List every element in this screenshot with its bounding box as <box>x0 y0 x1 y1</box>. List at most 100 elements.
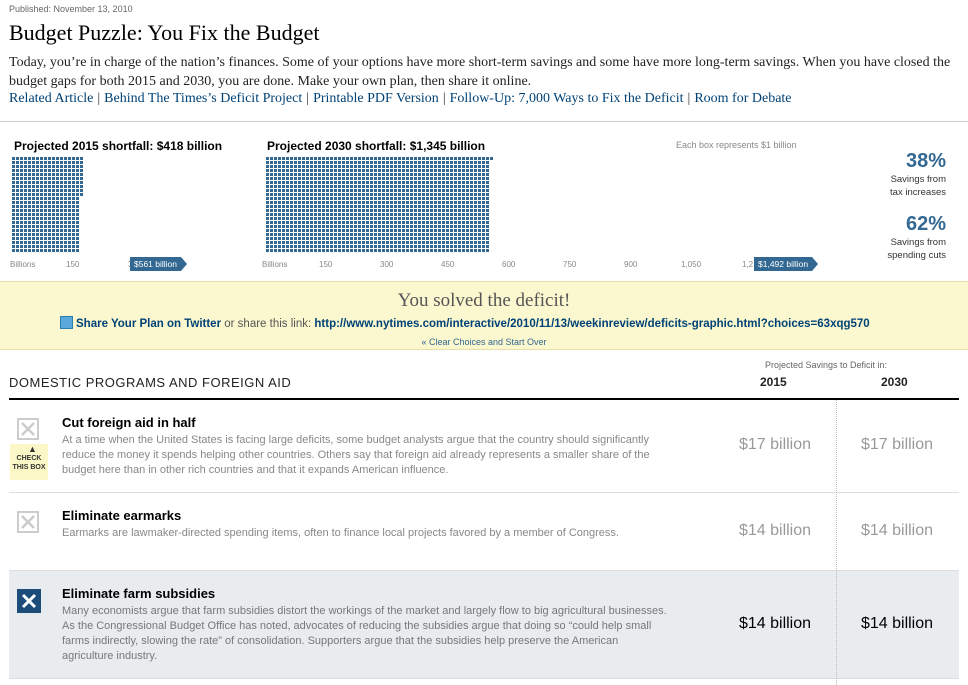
waffle-box <box>378 201 381 204</box>
waffle-box <box>474 161 477 164</box>
waffle-box <box>318 173 321 176</box>
waffle-box <box>362 217 365 220</box>
link-room-for-debate[interactable]: Room for Debate <box>694 91 792 106</box>
waffle-box <box>386 229 389 232</box>
waffle-box <box>474 165 477 168</box>
waffle-box <box>482 221 485 224</box>
waffle-box <box>24 213 27 216</box>
share-url-link[interactable]: http://www.nytimes.com/interactive/2010/… <box>314 318 870 330</box>
share-twitter-link[interactable]: Share Your Plan on Twitter <box>76 318 222 330</box>
link-related-article[interactable]: Related Article <box>9 91 94 106</box>
waffle-box <box>382 177 385 180</box>
waffle-box <box>76 225 79 228</box>
waffle-box <box>478 205 481 208</box>
waffle-box <box>454 249 457 252</box>
waffle-box <box>274 177 277 180</box>
waffle-box <box>76 237 79 240</box>
option-checkbox[interactable] <box>17 511 39 533</box>
waffle-box <box>64 193 67 196</box>
waffle-box <box>322 229 325 232</box>
waffle-box <box>374 233 377 236</box>
waffle-box <box>330 173 333 176</box>
waffle-box <box>446 165 449 168</box>
waffle-box <box>286 233 289 236</box>
waffle-box <box>434 213 437 216</box>
waffle-box <box>64 225 67 228</box>
waffle-box <box>12 213 15 216</box>
waffle-box <box>386 157 389 160</box>
waffle-box <box>426 221 429 224</box>
waffle-box <box>52 165 55 168</box>
waffle-box <box>290 205 293 208</box>
waffle-box <box>314 233 317 236</box>
option-row[interactable]: Eliminate earmarks Earmarks are lawmaker… <box>9 493 959 571</box>
waffle-box <box>80 177 83 180</box>
waffle-box <box>382 229 385 232</box>
waffle-box <box>270 165 273 168</box>
waffle-box <box>422 221 425 224</box>
waffle-box <box>12 217 15 220</box>
waffle-box <box>486 165 489 168</box>
waffle-box <box>446 185 449 188</box>
waffle-box <box>290 237 293 240</box>
waffle-box <box>286 169 289 172</box>
option-checkbox[interactable] <box>17 418 39 440</box>
option-row[interactable]: ▲ CHECK THIS BOX Cut foreign aid in half… <box>9 400 959 493</box>
waffle-box <box>12 237 15 240</box>
waffle-box <box>60 193 63 196</box>
waffle-box <box>350 177 353 180</box>
waffle-box <box>474 205 477 208</box>
waffle-box <box>290 229 293 232</box>
waffle-box <box>56 221 59 224</box>
solved-title: You solved the deficit! <box>397 290 571 311</box>
waffle-box <box>342 173 345 176</box>
waffle-box <box>470 225 473 228</box>
option-row-selected[interactable]: Eliminate farm subsidies Many economists… <box>9 571 959 679</box>
link-printable-pdf[interactable]: Printable PDF Version <box>313 91 439 106</box>
waffle-box <box>474 217 477 220</box>
waffle-box <box>358 217 361 220</box>
chart-2030-savings-marker: $1,492 billion <box>754 257 819 271</box>
waffle-box <box>426 217 429 220</box>
clear-choices-link[interactable]: « Clear Choices and Start Over <box>421 337 547 347</box>
waffle-box <box>278 161 281 164</box>
waffle-box <box>52 181 55 184</box>
waffle-box <box>64 185 67 188</box>
option-checkbox-checked[interactable] <box>17 589 41 613</box>
waffle-box <box>342 245 345 248</box>
waffle-box <box>48 237 51 240</box>
waffle-box <box>366 213 369 216</box>
waffle-box <box>306 157 309 160</box>
waffle-box <box>302 221 305 224</box>
waffle-box <box>290 193 293 196</box>
waffle-box <box>370 173 373 176</box>
waffle-box <box>434 165 437 168</box>
waffle-box <box>466 173 469 176</box>
link-behind-deficit-project[interactable]: Behind The Times’s Deficit Project <box>104 91 303 106</box>
waffle-box <box>28 185 31 188</box>
waffle-box <box>454 189 457 192</box>
waffle-box <box>274 189 277 192</box>
waffle-box <box>318 185 321 188</box>
waffle-box <box>430 225 433 228</box>
waffle-box <box>76 241 79 244</box>
waffle-box <box>370 161 373 164</box>
waffle-box <box>430 237 433 240</box>
waffle-box <box>450 209 453 212</box>
waffle-box <box>20 201 23 204</box>
waffle-box <box>466 237 469 240</box>
waffle-box <box>68 173 71 176</box>
waffle-box <box>350 225 353 228</box>
waffle-box <box>64 181 67 184</box>
link-follow-up[interactable]: Follow-Up: 7,000 Ways to Fix the Deficit <box>449 91 684 106</box>
waffle-box <box>306 185 309 188</box>
waffle-box <box>28 237 31 240</box>
waffle-box <box>52 169 55 172</box>
waffle-box <box>44 161 47 164</box>
waffle-box <box>402 205 405 208</box>
waffle-box <box>32 213 35 216</box>
waffle-box <box>56 213 59 216</box>
waffle-box <box>270 229 273 232</box>
waffle-box <box>474 201 477 204</box>
twitter-icon[interactable] <box>60 316 73 329</box>
